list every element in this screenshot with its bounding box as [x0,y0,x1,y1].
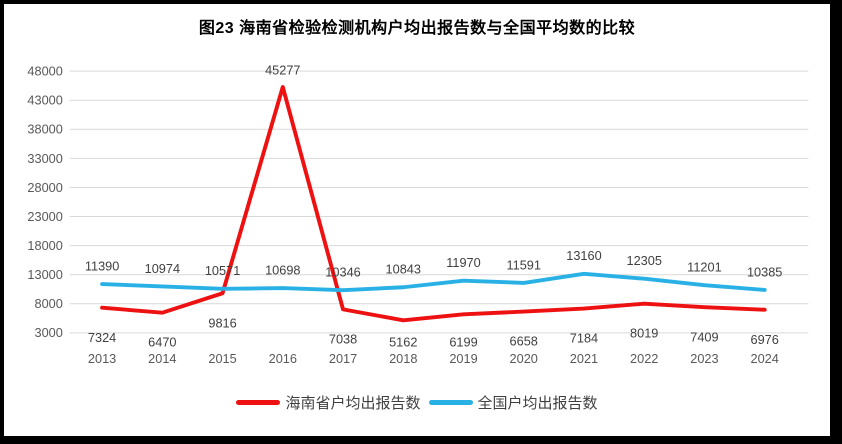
line-chart-canvas: 3000 8000 13000 18000 23000 28000 33000 38000 43… [27,63,809,366]
svg-text:2022: 2022 [630,352,658,366]
svg-text:2018: 2018 [389,352,417,366]
svg-text:11201: 11201 [687,261,721,275]
svg-text:2013: 2013 [88,352,116,366]
svg-text:2016: 2016 [269,352,297,366]
svg-text:13160: 13160 [566,249,601,263]
svg-text:2015: 2015 [208,352,236,366]
svg-text:6470: 6470 [148,336,176,350]
svg-text:2023: 2023 [690,352,718,366]
svg-text:2019: 2019 [449,352,477,366]
svg-text:6199: 6199 [449,336,477,350]
svg-text:7038: 7038 [329,332,357,346]
svg-text:10571: 10571 [205,264,240,278]
svg-text:2024: 2024 [750,352,778,366]
chart-title: 图23 海南省检验检测机构户均出报告数与全国平均数的比较 [198,20,636,37]
svg-text:6658: 6658 [510,335,538,349]
svg-text:12305: 12305 [626,254,661,268]
svg-text:10346: 10346 [325,266,360,280]
svg-text:38000: 38000 [27,123,62,137]
svg-text:9816: 9816 [208,316,236,330]
svg-text:5162: 5162 [389,336,417,350]
svg-text:7324: 7324 [88,331,116,345]
svg-text:43000: 43000 [27,94,62,108]
legend-label-national: 全国户均出报告数 [477,395,598,412]
svg-text:13000: 13000 [27,268,62,282]
chart-legend: 海南省户均出报告数 全国户均出报告数 [4,392,830,413]
svg-text:11970: 11970 [446,256,480,270]
svg-text:10385: 10385 [747,265,782,279]
svg-text:10974: 10974 [145,262,180,276]
legend-label-hainan: 海南省户均出报告数 [285,395,421,412]
svg-text:6976: 6976 [750,333,778,347]
svg-text:2017: 2017 [329,352,357,366]
svg-text:11591: 11591 [506,258,540,272]
svg-text:45277: 45277 [265,63,300,77]
legend-line-red-icon [236,400,281,405]
legend-item-hainan: 海南省户均出报告数 [236,392,421,413]
svg-text:8019: 8019 [630,327,658,341]
svg-text:2020: 2020 [510,352,538,366]
svg-text:23000: 23000 [27,210,62,224]
svg-text:2021: 2021 [570,352,598,366]
svg-text:10698: 10698 [265,264,300,278]
svg-text:28000: 28000 [27,181,62,195]
svg-text:10843: 10843 [386,263,421,277]
svg-text:48000: 48000 [27,65,62,79]
svg-text:11390: 11390 [85,259,119,273]
legend-item-national: 全国户均出报告数 [428,392,598,413]
svg-text:3000: 3000 [35,326,63,340]
svg-text:2014: 2014 [148,352,176,366]
svg-text:18000: 18000 [27,239,62,253]
svg-text:8000: 8000 [35,297,63,311]
svg-text:7409: 7409 [690,330,718,344]
legend-line-blue-icon [428,400,473,405]
svg-text:33000: 33000 [27,152,62,166]
svg-text:7184: 7184 [570,332,598,346]
